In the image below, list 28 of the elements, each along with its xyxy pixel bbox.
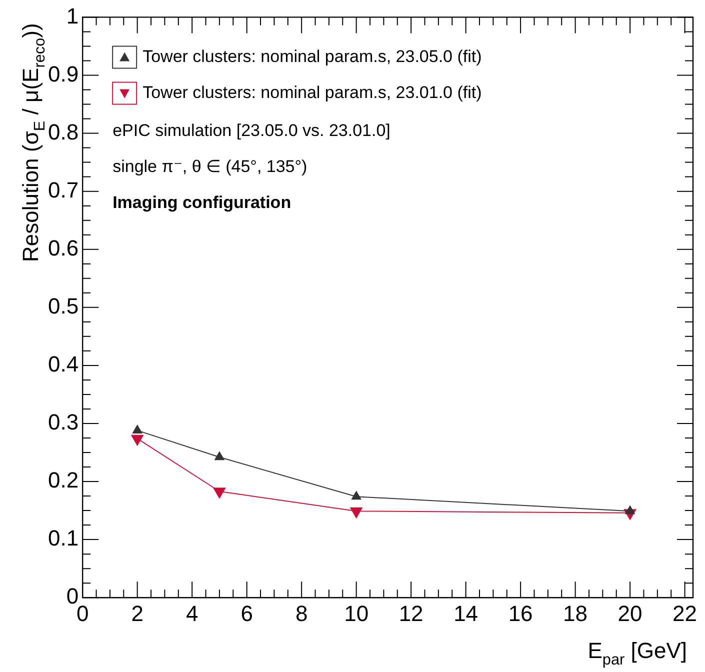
legend-label: Tower clusters: nominal param.s, 23.01.0 (fit)	[142, 82, 482, 102]
x-tick-label: 20	[618, 600, 642, 626]
x-tick-label: 12	[398, 600, 424, 626]
y-tick-label: 1	[66, 3, 79, 28]
y-axis-title: Resolution (σE / μ(Ereco))	[18, 23, 49, 262]
annotation: single π⁻, θ ∈ (45°, 135°)	[112, 156, 308, 176]
x-tick-label: 14	[454, 600, 478, 626]
annotation: ePIC simulation [23.05.0 vs. 23.01.0]	[112, 120, 390, 140]
y-tick-label: 0.4	[48, 352, 79, 377]
y-tick-label: 0.1	[48, 526, 79, 551]
x-tick-label: 10	[344, 600, 369, 626]
x-tick-label: 22	[672, 600, 698, 626]
y-tick-label: 0.2	[48, 468, 79, 493]
x-tick-label: 2	[131, 600, 144, 626]
y-tick-label: 0.9	[48, 61, 79, 86]
y-tick-label: 0	[66, 584, 79, 609]
x-tick-label: 8	[295, 600, 308, 626]
y-tick-label: 0.6	[48, 235, 79, 260]
y-tick-label: 0.7	[48, 177, 79, 202]
y-tick-label: 0.8	[48, 119, 79, 144]
annotation: Imaging configuration	[112, 192, 292, 212]
x-tick-label: 4	[186, 600, 198, 626]
y-tick-label: 0.5	[48, 293, 79, 318]
legend-label: Tower clusters: nominal param.s, 23.05.0 (fit)	[142, 46, 482, 66]
x-tick-label: 18	[563, 600, 588, 626]
y-tick-label: 0.3	[48, 410, 79, 435]
x-tick-label: 6	[240, 600, 253, 626]
x-tick-label: 16	[508, 600, 533, 626]
